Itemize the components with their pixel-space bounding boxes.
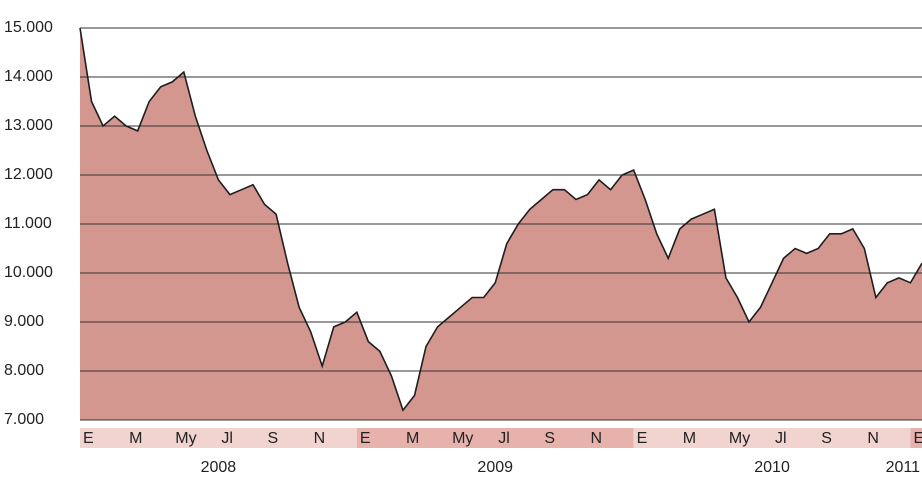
x-tick-label: My	[729, 430, 750, 447]
x-tick-label: M	[406, 430, 419, 447]
year-band	[356, 428, 634, 448]
year-label: 2009	[477, 459, 513, 476]
y-tick-label: 14.000	[4, 68, 53, 85]
y-tick-label: 15.000	[4, 19, 53, 36]
y-tick-label: 8.000	[4, 362, 44, 379]
x-tick-label: N	[867, 430, 879, 447]
x-tick-label: Jl	[775, 430, 787, 447]
y-tick-label: 13.000	[4, 117, 53, 134]
x-tick-label: My	[175, 430, 196, 447]
x-tick-label: Jl	[221, 430, 233, 447]
year-label: 2008	[201, 459, 237, 476]
x-tick-label: My	[452, 430, 473, 447]
x-tick-label: E	[360, 430, 371, 447]
x-tick-label: E	[913, 430, 922, 447]
year-band	[80, 428, 357, 448]
y-tick-label: 7.000	[4, 411, 44, 428]
year-label: 2010	[754, 459, 790, 476]
year-band	[633, 428, 911, 448]
y-tick-label: 11.000	[4, 215, 52, 232]
x-tick-label: M	[129, 430, 142, 447]
x-tick-label: S	[821, 430, 832, 447]
year-band	[910, 428, 922, 448]
x-tick-label: S	[268, 430, 279, 447]
year-label: 2011	[886, 459, 921, 476]
x-tick-label: Jl	[498, 430, 510, 447]
y-tick-label: 10.000	[4, 264, 53, 281]
y-tick-label: 9.000	[4, 313, 44, 330]
y-tick-label: 12.000	[4, 166, 53, 183]
x-tick-label: N	[314, 430, 326, 447]
x-tick-label: E	[637, 430, 648, 447]
area-line	[79, 27, 922, 412]
x-tick-label: N	[591, 430, 603, 447]
x-tick-label: S	[544, 430, 555, 447]
x-tick-label: E	[83, 430, 94, 447]
x-tick-label: M	[683, 430, 696, 447]
